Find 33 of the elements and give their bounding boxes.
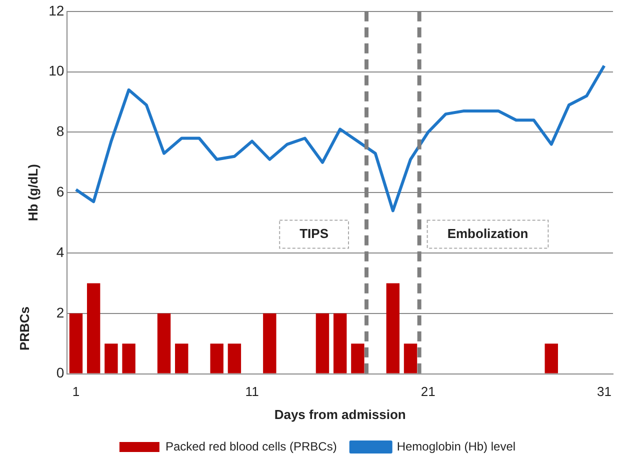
bar: [316, 313, 330, 374]
legend-label: Hemoglobin (Hb) level: [396, 439, 516, 454]
y-tick-label: 12: [48, 2, 64, 18]
x-tick-label: 11: [245, 384, 259, 400]
bar: [157, 313, 171, 374]
y-tick-label: 4: [56, 244, 64, 260]
x-axis-title: Days from admission: [274, 406, 406, 422]
y-tick-label: 8: [56, 123, 64, 140]
bar: [404, 344, 418, 374]
annotation: TIPS: [300, 226, 329, 241]
bar: [69, 313, 83, 374]
text: PRBCs: [16, 306, 32, 351]
x-tick-label: 21: [420, 384, 436, 400]
y-tick-label: 2: [56, 304, 64, 320]
bar: [544, 344, 558, 374]
bar: [175, 344, 188, 374]
bar: [263, 313, 276, 374]
bar: [210, 344, 224, 374]
y-tick-label: 0: [56, 364, 64, 381]
bar: [228, 344, 242, 374]
bar: [122, 344, 136, 374]
legend-label: Packed red blood cells (PRBCs): [165, 439, 337, 454]
bar: [104, 344, 118, 374]
x-tick-label: 1: [72, 384, 80, 400]
bar: [86, 283, 100, 374]
y-tick-label: 10: [48, 62, 64, 79]
x-tick-label: 31: [596, 384, 612, 400]
bar: [351, 344, 364, 374]
annotation: Embolization: [447, 226, 528, 241]
bar: [333, 313, 347, 374]
bar: [386, 283, 400, 374]
y-tick-label: 6: [56, 183, 64, 200]
y-axis-title: Hb (g/dL): [25, 164, 40, 222]
